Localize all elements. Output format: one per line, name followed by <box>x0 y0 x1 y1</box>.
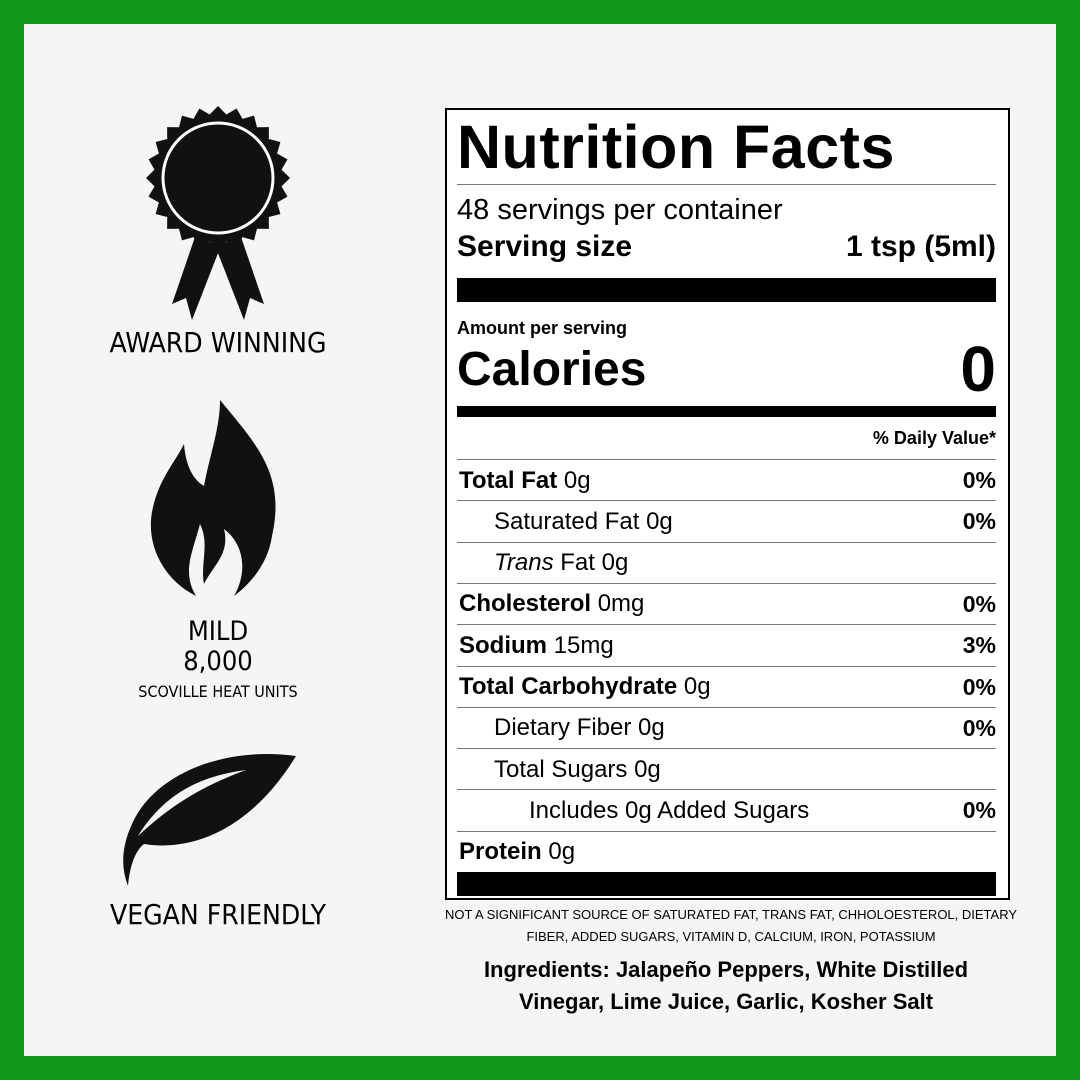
serving-size-row: Serving size 1 tsp (5ml) <box>457 230 996 264</box>
nutrient-name: Total Fat <box>459 466 558 494</box>
serving-size-label: Serving size <box>457 230 633 263</box>
amount-per-serving: Amount per serving <box>457 318 628 338</box>
nutrient-name: Includes 0g Added Sugars <box>529 796 810 824</box>
nutrient-amount: 15mg <box>553 631 614 659</box>
ingredients: Ingredients: Jalapeño Peppers, White Dis… <box>483 957 969 1014</box>
rosette-star <box>146 106 290 250</box>
nutrient-row: Saturated Fat 0g 0% <box>457 500 996 542</box>
nutrient-row: Trans Fat 0g <box>457 541 996 584</box>
medium-bar <box>457 406 996 417</box>
nutrient: Total Sugars 0g <box>457 756 661 784</box>
nutrient: Trans Fat 0g <box>457 549 628 577</box>
thick-bar <box>457 872 996 896</box>
heat-value: 8,000 <box>183 646 253 677</box>
nutrient-amount: 0mg <box>597 590 645 618</box>
rosette-ring <box>161 121 275 235</box>
serving-size: 1 tsp (5ml) <box>845 230 996 263</box>
calories-value: 0 <box>960 333 996 405</box>
badge-label: VEGAN FRIENDLY <box>110 898 326 931</box>
nutrient-row: Protein 0g <box>457 830 996 873</box>
nutrient-name: Total Carbohydrate <box>459 673 678 700</box>
label-title: Nutrition Facts <box>457 113 895 181</box>
badge-label: AWARD WINNING <box>109 326 327 359</box>
nutrient: Dietary Fiber 0g <box>457 714 665 742</box>
nutrient: Includes 0g Added Sugars <box>457 797 809 825</box>
daily-value: 3% <box>962 632 996 659</box>
badge-icons <box>123 106 296 886</box>
ribbon-tail <box>172 234 220 320</box>
award-icon <box>146 106 290 320</box>
daily-value: 0% <box>962 590 996 617</box>
heat-unit: SCOVILLE HEAT UNITS <box>138 682 298 701</box>
nutrient-row: Cholesterol 0mg 0% <box>457 582 996 625</box>
daily-value-header: % Daily Value* <box>872 428 996 448</box>
nutrient-name: Dietary Fiber 0g <box>494 714 665 742</box>
nutrient: Total Fat 0g <box>457 467 591 495</box>
daily-value: 0% <box>962 673 996 700</box>
rule <box>457 184 996 185</box>
nutrient-prefix: Trans <box>494 549 554 577</box>
nutrient-name: Saturated Fat 0g <box>494 507 673 535</box>
thick-bar <box>457 278 996 302</box>
nutrient-row: Includes 0g Added Sugars 0% <box>457 789 996 831</box>
nutrient-name: Cholesterol <box>459 590 592 618</box>
daily-value: 0% <box>962 797 996 824</box>
nutrient-row: Dietary Fiber 0g 0% <box>457 706 996 749</box>
nutrient-name: Fat 0g <box>560 549 629 577</box>
nutrient-row: Total Sugars 0g <box>457 748 996 790</box>
daily-value: 0% <box>962 714 996 741</box>
nutrient-name: Sodium <box>459 631 547 659</box>
footnote: NOT A SIGNIFICANT SOURCE OF SATURATED FA… <box>444 907 1018 944</box>
nutrient-amount: 0g <box>563 466 591 494</box>
nutrient-row: Sodium 15mg 3% <box>457 624 996 666</box>
calories-row: Calories 0 <box>457 333 996 405</box>
ribbon-tail <box>216 234 264 320</box>
daily-value: 0% <box>962 467 996 493</box>
flame-icon <box>150 400 276 596</box>
nutrient-amount: 0g <box>548 838 576 866</box>
nutrient-amount: 0g <box>683 673 711 700</box>
nutrition-label: Nutrition Facts 48 servings per containe… <box>445 108 1010 900</box>
heat-level: MILD <box>187 616 249 647</box>
leaf-icon <box>123 753 296 886</box>
nutrient: Saturated Fat 0g <box>457 508 673 536</box>
nutrient: Sodium 15mg <box>457 632 614 660</box>
nutrient: Total Carbohydrate 0g <box>457 673 711 701</box>
nutrient-row: Total Carbohydrate 0g 0% <box>457 665 996 708</box>
daily-value: 0% <box>962 508 996 535</box>
nutrient-name: Protein <box>459 838 542 866</box>
nutrient-row: Total Fat 0g 0% <box>457 459 996 501</box>
servings: 48 servings per container <box>457 194 783 226</box>
nutrient: Protein 0g <box>457 838 575 866</box>
nutrient: Cholesterol 0mg <box>457 590 644 618</box>
nutrient-name: Total Sugars 0g <box>494 755 661 783</box>
calories-label: Calories <box>457 342 647 396</box>
